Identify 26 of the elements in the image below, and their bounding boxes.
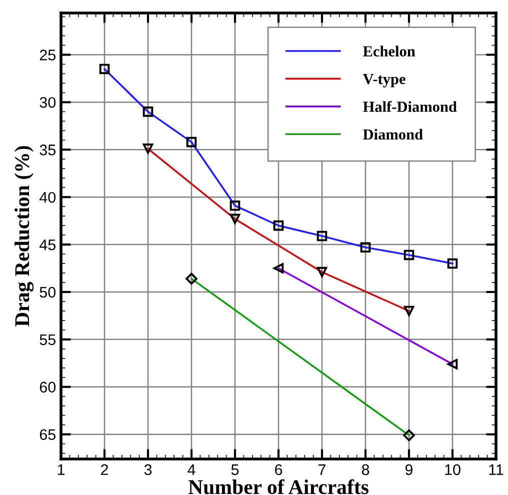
y-tick-label: 40 [40,192,56,203]
y-tick-label: 30 [40,97,56,108]
y-tick-label: 45 [40,240,56,250]
x-axis-title: Number of Aircrafts [188,479,368,494]
legend-label: V-type [362,74,406,88]
y-axis-title: Drag Reduction (%) [14,146,34,326]
x-tick-label: 1 [58,464,65,475]
legend-label: Echelon [363,46,416,57]
x-tick-label: 6 [275,464,282,476]
x-tick-label: 3 [144,464,152,476]
y-tick-label: 35 [40,144,56,156]
legend-label: Diamond [363,128,423,140]
x-tick-label: 7 [318,464,326,475]
y-tick-label: 25 [40,50,56,60]
y-tick-label: 55 [40,334,56,346]
x-tick-label: 10 [445,464,460,476]
x-tick-label: 11 [489,464,504,475]
x-tick-label: 4 [188,464,196,475]
legend-label: Half-Diamond [363,101,457,112]
x-tick-label: 8 [362,464,370,476]
x-tick-label: 2 [101,464,108,475]
y-tick-label: 50 [40,286,56,298]
y-tick-label: 60 [40,382,56,393]
x-tick-label: 5 [231,464,239,476]
x-tick-label: 9 [405,464,413,476]
y-tick-label: 65 [40,429,56,440]
